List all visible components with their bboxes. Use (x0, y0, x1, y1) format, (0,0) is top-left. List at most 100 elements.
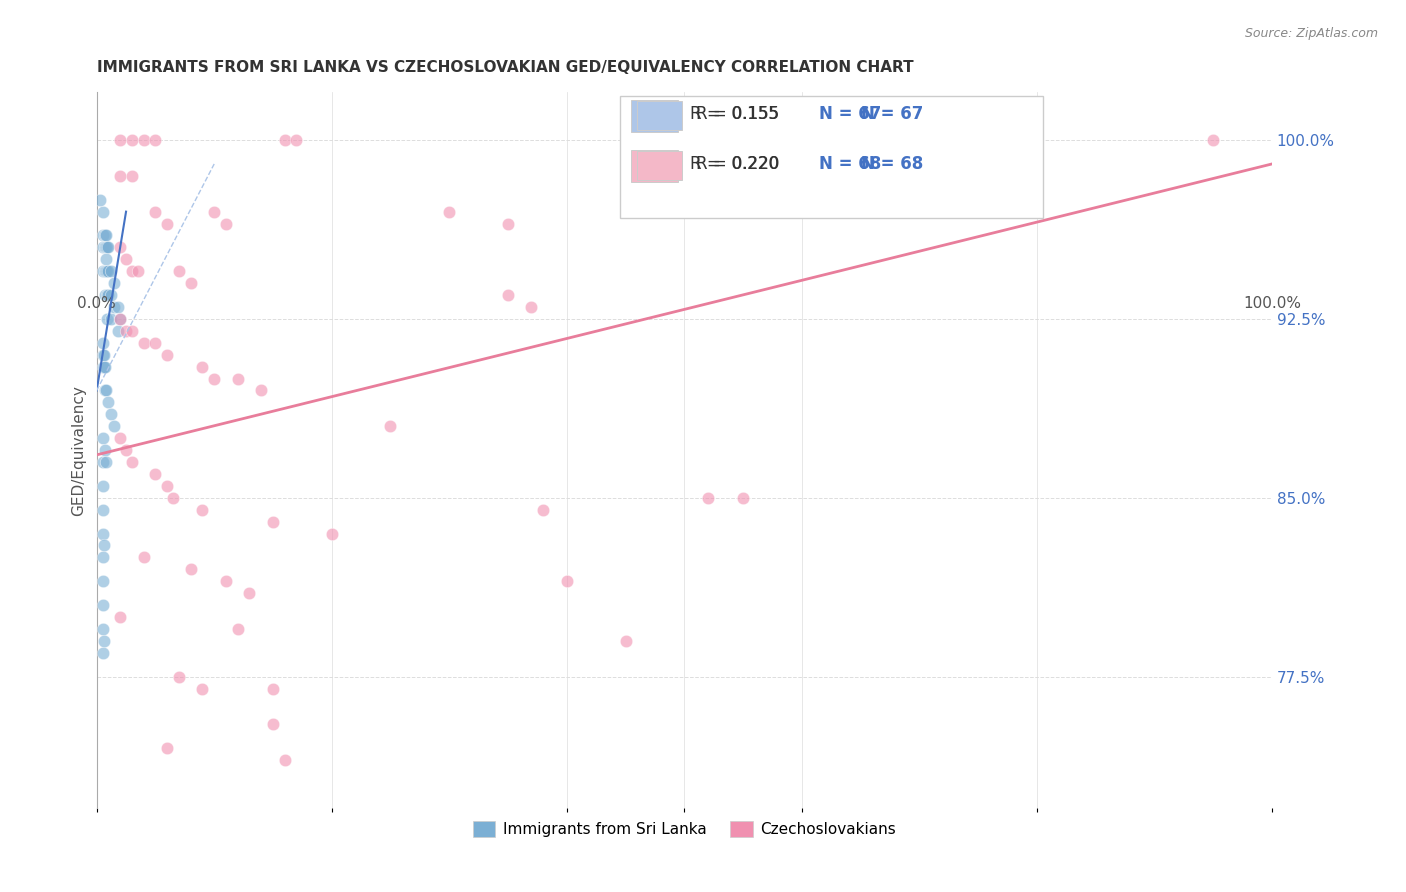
Point (121, 264, 143, 278)
Point (97, 395, 120, 409)
Point (531, 502, 554, 516)
Point (93, 539, 115, 553)
Point (91, 431, 114, 445)
Point (91, 550, 114, 565)
Point (108, 610, 131, 624)
Point (191, 502, 214, 516)
Point (226, 622, 249, 636)
Text: R =  0.155: R = 0.155 (690, 105, 779, 123)
Point (132, 335, 155, 350)
Text: N = 67: N = 67 (820, 105, 882, 123)
Point (202, 204, 225, 219)
Point (97, 264, 120, 278)
Point (94, 252, 117, 267)
Point (93, 348, 115, 362)
Point (93, 359, 115, 374)
Point (107, 324, 129, 338)
Point (108, 431, 131, 445)
Point (108, 169, 131, 183)
Point (96, 264, 118, 278)
Point (94, 384, 117, 398)
Point (121, 455, 143, 469)
Point (103, 276, 125, 290)
Point (100, 288, 122, 302)
Point (94, 240, 117, 254)
Point (107, 300, 129, 314)
Text: Source: ZipAtlas.com: Source: ZipAtlas.com (1244, 27, 1378, 40)
Text: R = 0.155: R = 0.155 (696, 105, 779, 123)
Point (94, 228, 117, 243)
Point (614, 633, 637, 648)
Y-axis label: GED/Equivalency: GED/Equivalency (72, 384, 86, 516)
Point (94, 240, 117, 254)
Legend: Immigrants from Sri Lanka, Czechoslovakians: Immigrants from Sri Lanka, Czechoslovaki… (467, 814, 903, 843)
Point (238, 586, 260, 600)
Text: R =  0.220: R = 0.220 (690, 155, 779, 173)
Point (94, 288, 117, 302)
Point (156, 741, 179, 756)
Point (115, 324, 138, 338)
Point (132, 133, 155, 147)
Point (215, 574, 238, 589)
Point (226, 371, 249, 385)
Point (93, 633, 115, 648)
Point (100, 407, 122, 421)
Point (145, 335, 167, 350)
Point (96, 288, 118, 302)
Point (273, 753, 295, 767)
Point (167, 264, 190, 278)
Point (94, 455, 117, 469)
Text: 100.0%: 100.0% (1243, 296, 1301, 311)
FancyBboxPatch shape (631, 150, 679, 182)
Point (100, 264, 122, 278)
Point (496, 288, 519, 302)
Point (91, 264, 114, 278)
FancyBboxPatch shape (620, 96, 1043, 218)
FancyBboxPatch shape (637, 101, 682, 129)
Point (94, 264, 117, 278)
Text: IMMIGRANTS FROM SRI LANKA VS CZECHOSLOVAKIAN GED/EQUIVALENCY CORRELATION CHART: IMMIGRANTS FROM SRI LANKA VS CZECHOSLOVA… (97, 60, 914, 75)
FancyBboxPatch shape (631, 100, 679, 132)
Point (108, 312, 131, 326)
Point (97, 288, 120, 302)
Point (250, 384, 273, 398)
Point (1202, 133, 1225, 147)
Point (262, 681, 284, 696)
Point (145, 467, 167, 481)
Point (121, 133, 143, 147)
Point (132, 550, 155, 565)
Point (96, 312, 118, 326)
Point (191, 359, 214, 374)
Point (115, 443, 138, 458)
Point (91, 479, 114, 493)
Point (273, 133, 295, 147)
Point (91, 359, 114, 374)
Point (262, 515, 284, 529)
Point (180, 276, 202, 290)
Point (96, 240, 118, 254)
Point (145, 204, 167, 219)
Point (91, 646, 114, 660)
Point (555, 574, 578, 589)
Point (115, 252, 138, 267)
Point (145, 133, 167, 147)
Point (97, 240, 120, 254)
Point (103, 300, 125, 314)
Point (103, 419, 125, 434)
Point (94, 264, 117, 278)
Point (91, 348, 114, 362)
Point (202, 371, 225, 385)
Point (262, 717, 284, 731)
Point (91, 598, 114, 612)
Point (215, 217, 238, 231)
Text: N = 68: N = 68 (860, 155, 922, 173)
Point (439, 204, 461, 219)
Text: N = 67: N = 67 (860, 105, 922, 123)
Point (89, 193, 111, 207)
Point (108, 133, 131, 147)
Point (91, 622, 114, 636)
Point (191, 681, 214, 696)
Point (100, 312, 122, 326)
Point (91, 502, 114, 516)
Point (162, 491, 184, 505)
